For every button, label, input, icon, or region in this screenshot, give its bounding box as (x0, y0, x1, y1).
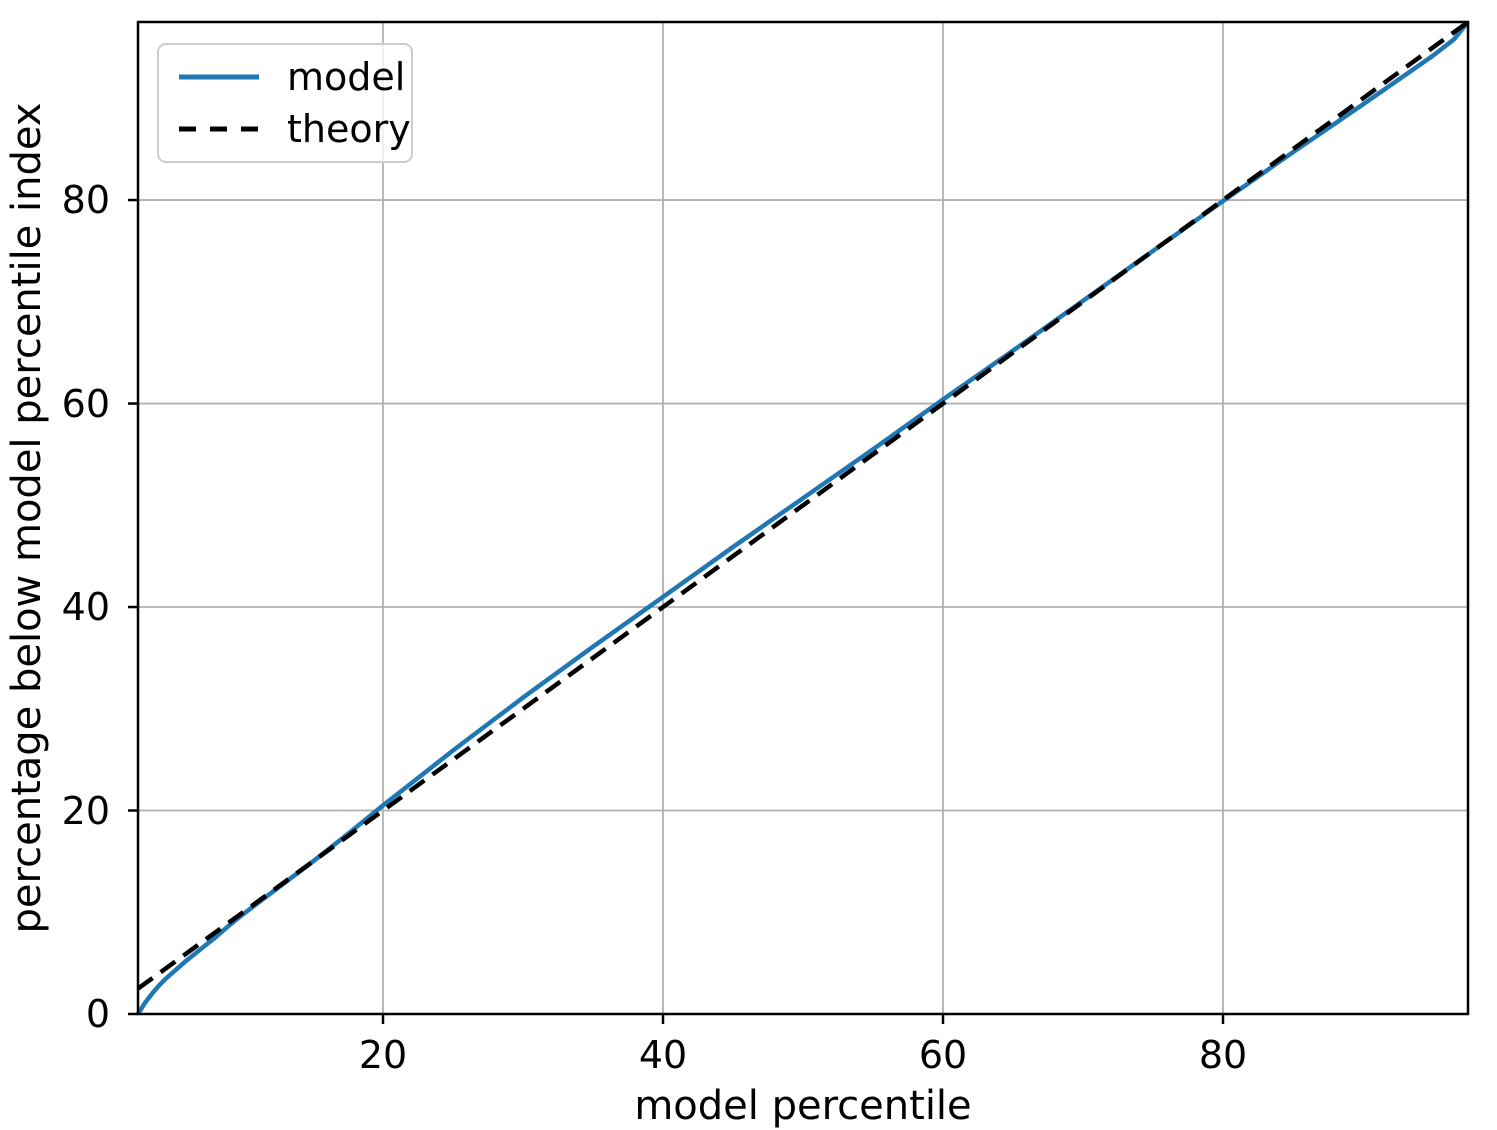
legend-label-model: model (287, 55, 406, 99)
y-tick-label-0: 0 (85, 992, 110, 1036)
legend-item-theory: theory (179, 103, 411, 155)
x-tick-label-60: 60 (918, 1033, 968, 1077)
model-line (136, 20, 1470, 1016)
model-line-sample-icon (179, 74, 259, 80)
y-tick-label-80: 80 (61, 178, 110, 223)
x-tick-label-20: 20 (358, 1033, 408, 1077)
y-tick-label-20: 20 (61, 788, 110, 833)
x-tick-label-40: 40 (638, 1033, 688, 1077)
y-tick-label-60: 60 (61, 381, 110, 426)
theory-line (136, 20, 1470, 991)
legend-item-model: model (179, 51, 405, 103)
x-tick-label-80: 80 (1198, 1033, 1248, 1077)
x-axis-label: model percentile (634, 1083, 972, 1129)
theory-line-sample-icon (179, 126, 259, 132)
y-axis-label: percentage below model percentile index (4, 102, 50, 934)
legend: model theory (157, 43, 413, 163)
y-tick-label-40: 40 (61, 585, 110, 630)
axes-spines (136, 20, 1470, 1016)
legend-label-theory: theory (287, 107, 411, 151)
